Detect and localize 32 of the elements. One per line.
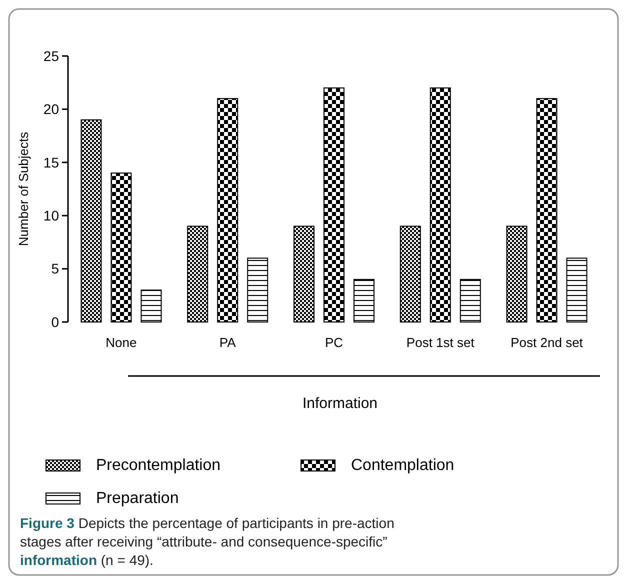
x-tick-label: PC <box>324 335 344 350</box>
y-tick-label: 20 <box>43 101 60 118</box>
bar <box>400 226 421 322</box>
bar <box>247 258 268 322</box>
bar <box>187 226 208 322</box>
x-tick-label: PA <box>219 335 236 350</box>
legend-label: Precontemplation <box>96 457 221 474</box>
bar <box>140 290 162 322</box>
text: Figure 3 Depicts the percentage of participants in pre-action stages after receiving “attribute- and consequence-specific” information (n = 49). <box>20 515 394 568</box>
y-axis-title: Number of Subjects <box>16 131 31 246</box>
bar <box>566 258 588 322</box>
x-tick-label: Post 2nd set <box>510 335 584 350</box>
y-tick-label: 10 <box>43 208 60 224</box>
bar <box>324 87 344 322</box>
legend-label: Preparation <box>96 490 179 507</box>
bar <box>80 119 102 322</box>
bar <box>217 98 238 322</box>
x-tick-label: None <box>106 335 137 350</box>
y-tick-label: 0 <box>51 314 60 330</box>
bar <box>536 98 558 322</box>
bar <box>294 226 314 322</box>
x-axis-title: Information <box>302 395 378 412</box>
bar <box>506 226 528 322</box>
bar <box>110 172 132 322</box>
y-tick-label: 5 <box>51 260 60 277</box>
y-tick-label: 15 <box>43 154 60 170</box>
bar <box>430 87 451 322</box>
bar <box>460 278 481 322</box>
y-tick-label: 25 <box>43 48 60 64</box>
x-tick-label: Post 1st set <box>406 335 475 350</box>
legend-label: Contemplation <box>351 457 454 474</box>
bar <box>354 278 374 322</box>
